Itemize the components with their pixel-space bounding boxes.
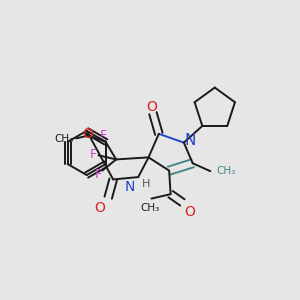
Text: O: O bbox=[83, 127, 94, 141]
Text: CH₃: CH₃ bbox=[140, 203, 160, 213]
Text: F: F bbox=[90, 148, 97, 161]
Text: H: H bbox=[142, 179, 150, 189]
Text: O: O bbox=[94, 201, 105, 215]
Text: F: F bbox=[95, 168, 102, 181]
Text: O: O bbox=[185, 206, 196, 219]
Text: F: F bbox=[100, 129, 107, 142]
Text: CH₃: CH₃ bbox=[217, 166, 236, 176]
Text: N: N bbox=[125, 180, 135, 194]
Text: CH₃: CH₃ bbox=[54, 134, 74, 144]
Text: N: N bbox=[185, 133, 196, 148]
Text: O: O bbox=[146, 100, 157, 114]
